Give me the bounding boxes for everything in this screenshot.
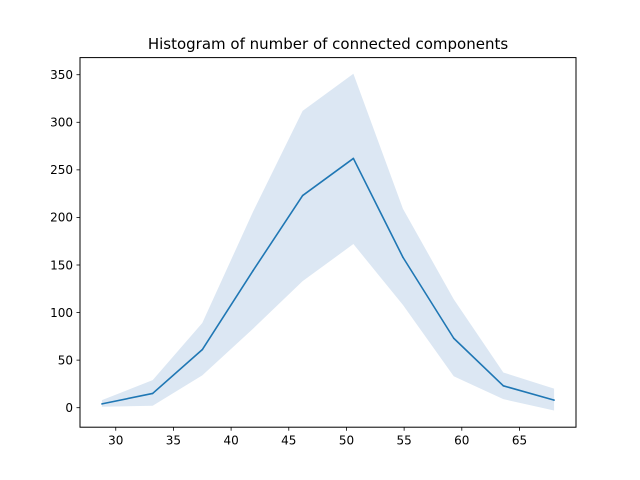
data-point	[402, 256, 404, 259]
data-point	[553, 399, 555, 401]
y-tick-label: 50	[58, 353, 73, 367]
y-tick-label: 150	[50, 258, 73, 272]
x-tick-label: 60	[454, 434, 469, 448]
x-tick-label: 30	[108, 434, 123, 448]
x-tick-label: 50	[339, 434, 354, 448]
data-point	[301, 194, 304, 197]
y-tick-label: 350	[50, 68, 73, 82]
y-tick-label: 200	[50, 211, 73, 225]
y-tick-label: 250	[50, 163, 73, 177]
x-tick-label: 55	[396, 434, 411, 448]
confidence-bands	[101, 73, 555, 411]
chart-title: Histogram of number of connected compone…	[148, 35, 509, 53]
y-tick-label: 300	[50, 116, 73, 130]
series-line-0	[101, 157, 555, 405]
y-tick-label: 0	[65, 401, 73, 415]
series-lines	[101, 157, 555, 405]
x-tick-label: 35	[166, 434, 181, 448]
x-tick-label: 40	[223, 434, 238, 448]
y-axis: 0 50 100 150 200 250 300 350	[50, 68, 80, 415]
data-point	[452, 337, 455, 340]
data-point	[101, 403, 103, 405]
data-point	[201, 348, 204, 351]
plot-area-frame	[79, 57, 577, 428]
data-point	[352, 157, 355, 160]
y-tick-label: 100	[50, 306, 73, 320]
band-area-0	[101, 73, 555, 411]
data-point	[502, 385, 505, 387]
data-point	[252, 269, 254, 272]
x-tick-label: 65	[512, 434, 527, 448]
x-tick-label: 45	[281, 434, 296, 448]
x-axis: 30 35 40 45 50 55 60 65	[108, 427, 527, 448]
data-point	[151, 392, 154, 395]
